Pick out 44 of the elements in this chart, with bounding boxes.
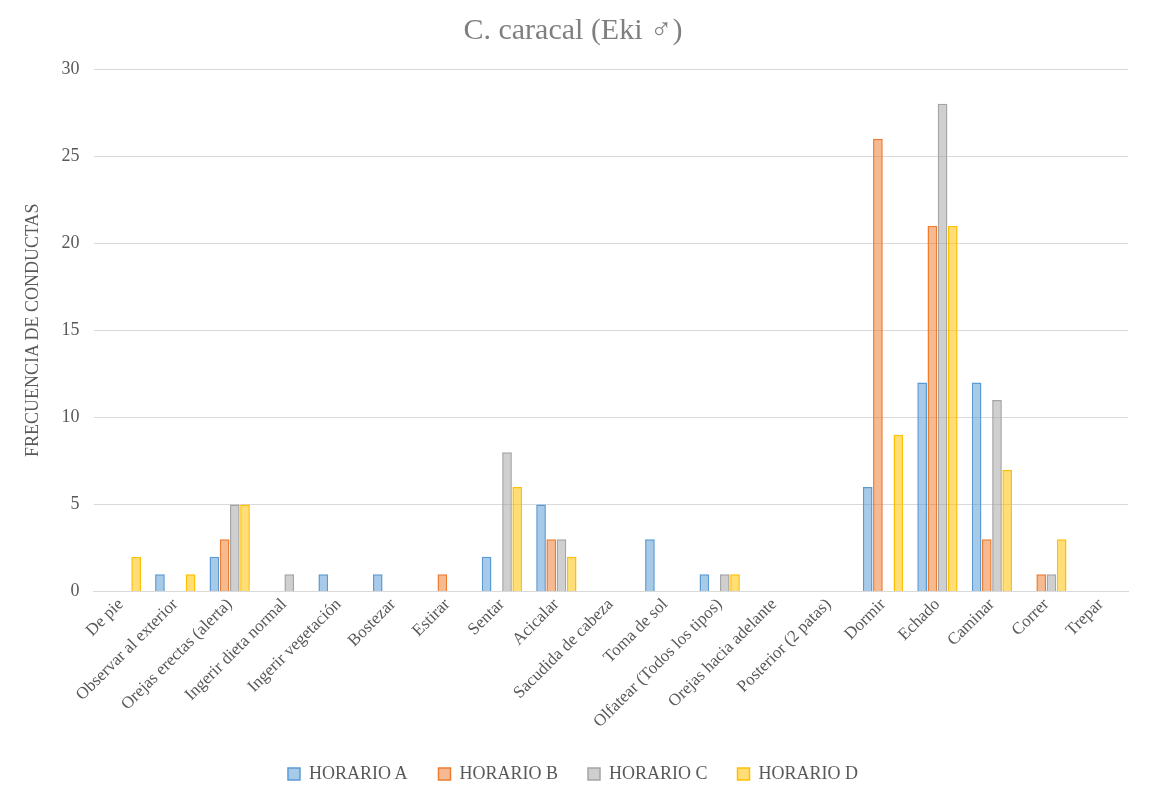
- chart-title: C. caracal (Eki ♂): [463, 11, 683, 46]
- bar: [219, 539, 230, 592]
- legend-label: HORARIO D: [758, 762, 859, 783]
- bar: [971, 382, 982, 592]
- y-tick-label: 5: [70, 493, 80, 514]
- bar: [546, 539, 557, 592]
- y-tick-label: 10: [61, 406, 80, 427]
- y-tick-label: 20: [61, 231, 80, 252]
- bar: [131, 556, 141, 592]
- y-axis-title: FRECUENCIA DE CONDUCTAS: [21, 203, 42, 458]
- y-tick-label: 25: [61, 144, 80, 165]
- bar: [437, 574, 448, 592]
- bar: [284, 574, 295, 592]
- bar: [917, 382, 927, 592]
- y-tick-label: 30: [61, 57, 80, 78]
- bar: [318, 574, 329, 592]
- x-tick-label: De pie: [81, 594, 127, 640]
- legend-label: HORARIO C: [609, 762, 708, 783]
- y-tick-label: 0: [70, 580, 80, 601]
- bar: [512, 487, 523, 592]
- bar: [566, 556, 577, 592]
- bar: [873, 138, 883, 592]
- y-tick-label: 15: [61, 319, 80, 340]
- bar: [699, 574, 710, 592]
- bar: [229, 504, 240, 592]
- legend-label: HORARIO B: [459, 762, 559, 783]
- bar: [981, 539, 992, 592]
- bar: [992, 399, 1002, 592]
- bar: [372, 574, 383, 592]
- bar: [209, 556, 220, 592]
- bar: [1056, 539, 1067, 592]
- bar: [862, 487, 873, 592]
- bar: [719, 574, 730, 592]
- bar: [937, 103, 948, 592]
- legend-label: HORARIO A: [308, 762, 408, 783]
- bar: [947, 225, 958, 592]
- bar: [893, 434, 904, 592]
- bar: [1002, 469, 1013, 592]
- bar: [1046, 574, 1057, 592]
- bar: [556, 539, 567, 592]
- bar: [185, 574, 196, 592]
- bar: [927, 225, 938, 592]
- bar: [1036, 574, 1047, 592]
- bar: [481, 556, 492, 592]
